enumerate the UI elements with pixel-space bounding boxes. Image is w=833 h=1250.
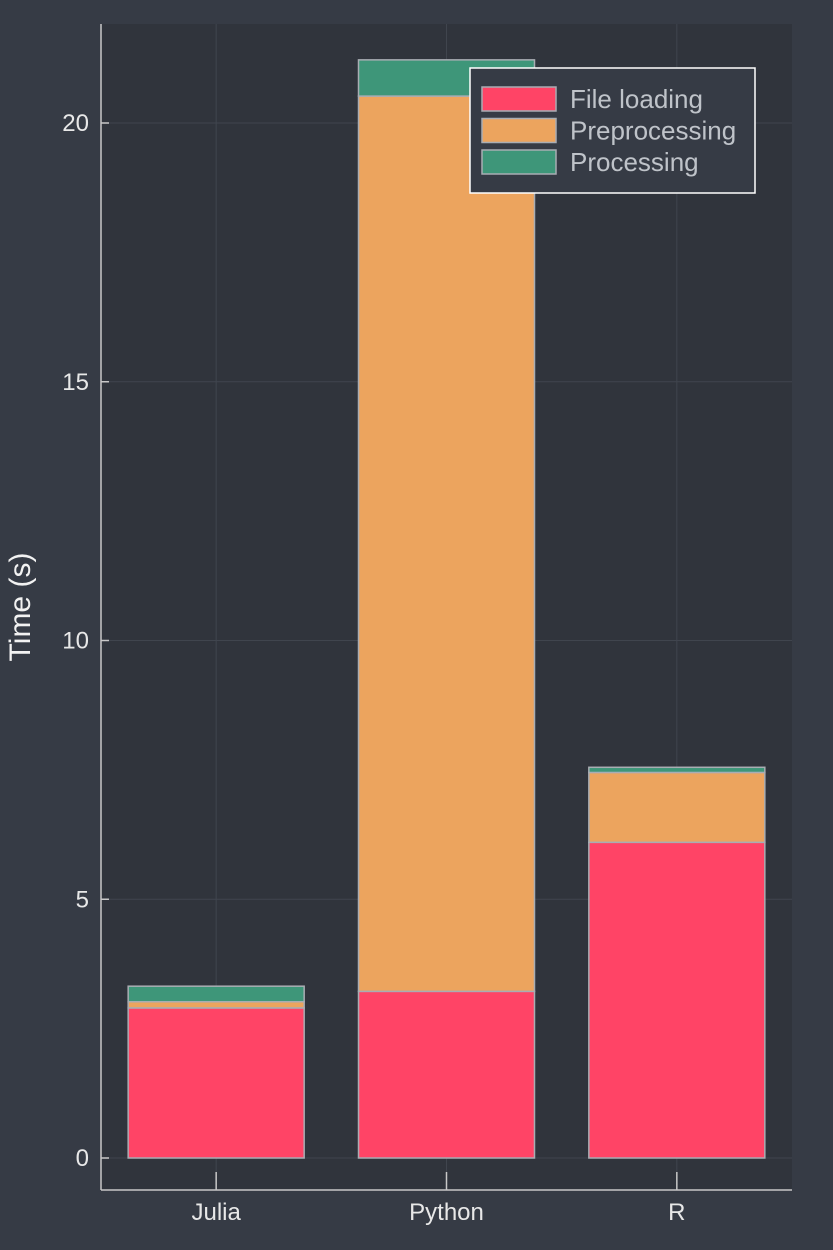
y-axis-label: Time (s) bbox=[4, 553, 37, 662]
bar-file-loading-r bbox=[588, 841, 766, 1159]
y-tick-label: 15 bbox=[62, 369, 89, 396]
legend-swatch bbox=[481, 86, 557, 112]
bar-processing-julia bbox=[127, 985, 305, 1003]
x-tick-label: Julia bbox=[191, 1199, 241, 1226]
legend-swatch bbox=[481, 149, 557, 175]
bars bbox=[127, 59, 766, 1159]
bar-file-loading-julia bbox=[127, 1007, 305, 1159]
bar-file-loading-python bbox=[357, 990, 536, 1159]
y-tick-label: 10 bbox=[62, 628, 89, 655]
x-ticks: Julia Python R bbox=[191, 1172, 686, 1226]
bar-preprocessing-julia bbox=[127, 1000, 305, 1009]
y-tick-label: 0 bbox=[76, 1145, 89, 1172]
x-tick-label: R bbox=[668, 1199, 685, 1226]
bar-preprocessing-r bbox=[588, 771, 766, 844]
x-tick-label: Python bbox=[409, 1199, 484, 1226]
bar-preprocessing-python bbox=[357, 95, 536, 993]
legend-label: Preprocessing bbox=[570, 116, 736, 146]
legend-swatch bbox=[481, 117, 557, 144]
y-ticks: 0 5 10 15 20 bbox=[62, 110, 109, 1172]
y-tick-label: 20 bbox=[62, 110, 89, 137]
legend-label: Processing bbox=[570, 147, 699, 177]
y-tick-label: 5 bbox=[76, 886, 89, 913]
bar-processing-r bbox=[588, 766, 766, 774]
legend-label: File loading bbox=[570, 84, 703, 114]
